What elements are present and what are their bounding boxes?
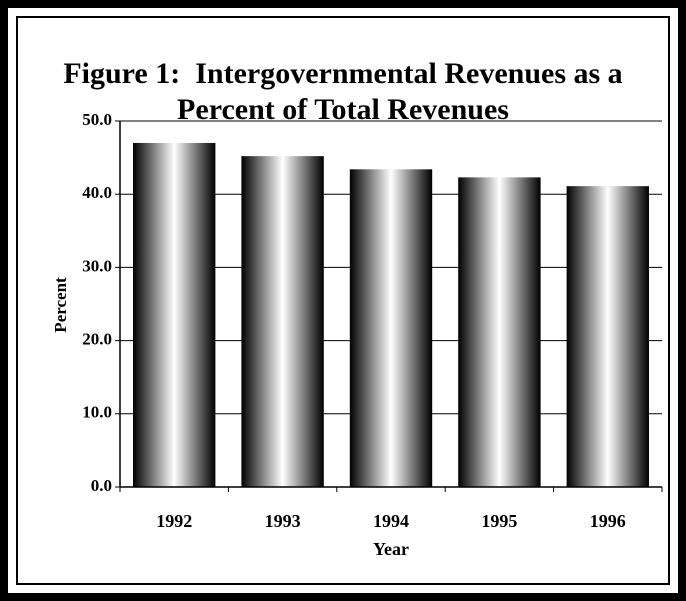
bar bbox=[133, 142, 216, 487]
y-tick-label: 50.0 bbox=[82, 110, 112, 129]
bar bbox=[458, 177, 541, 487]
bar bbox=[241, 156, 324, 488]
bar bbox=[349, 169, 433, 487]
x-tick-label: 1992 bbox=[156, 511, 192, 531]
x-axis-label: Year bbox=[373, 539, 409, 559]
inner-frame bbox=[16, 16, 670, 585]
y-tick-label: 0.0 bbox=[91, 476, 112, 495]
y-tick-label: 20.0 bbox=[82, 330, 112, 349]
x-tick-label: 1993 bbox=[265, 511, 301, 531]
y-axis-label: Percent bbox=[51, 277, 70, 333]
y-tick-label: 40.0 bbox=[82, 183, 112, 202]
x-tick-label: 1995 bbox=[481, 511, 517, 531]
bar bbox=[566, 186, 649, 487]
y-tick-label: 10.0 bbox=[82, 403, 112, 422]
x-tick-label: 1994 bbox=[373, 511, 409, 531]
y-tick-label: 30.0 bbox=[82, 256, 112, 275]
chart-title: Figure 1: Intergovernmental Revenues as … bbox=[63, 57, 631, 126]
x-tick-label: 1996 bbox=[590, 511, 626, 531]
